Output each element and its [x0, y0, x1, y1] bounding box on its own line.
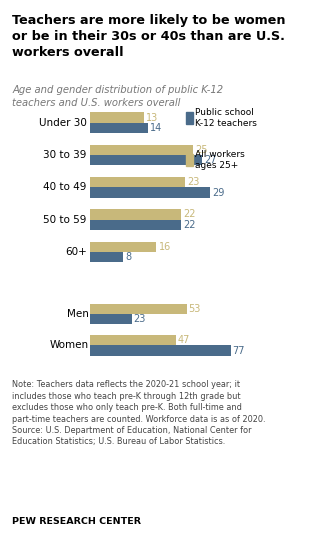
Text: 29: 29 [212, 188, 225, 197]
Text: Teachers are more likely to be women
or be in their 30s or 40s than are U.S.
wor: Teachers are more likely to be women or … [12, 14, 286, 59]
Text: PEW RESEARCH CENTER: PEW RESEARCH CENTER [12, 517, 141, 526]
Text: Note: Teachers data reflects the 2020-21 school year; it
includes those who teac: Note: Teachers data reflects the 2020-21… [12, 380, 266, 446]
Text: 14: 14 [150, 123, 162, 133]
Text: Women: Women [49, 340, 88, 351]
Text: 13: 13 [146, 113, 158, 123]
Text: 77: 77 [232, 346, 245, 356]
Bar [90, 304, 187, 314]
Text: 16: 16 [158, 242, 171, 252]
Bar [90, 314, 132, 324]
Text: 53: 53 [188, 304, 201, 313]
Text: 50 to 59: 50 to 59 [43, 214, 86, 225]
Bar [90, 210, 181, 220]
Text: 22: 22 [183, 210, 196, 219]
Bar [90, 112, 144, 123]
Bar [90, 346, 231, 356]
Bar [90, 155, 202, 165]
Bar [90, 242, 156, 252]
Text: Under 30: Under 30 [39, 118, 86, 127]
Text: Men: Men [67, 309, 88, 319]
Text: Age and gender distribution of public K-12
teachers and U.S. workers overall: Age and gender distribution of public K-… [12, 85, 224, 108]
Text: 25: 25 [196, 145, 208, 155]
Text: 22: 22 [183, 220, 196, 230]
Bar [90, 187, 210, 197]
Text: 30 to 39: 30 to 39 [43, 150, 86, 160]
Bar [90, 177, 185, 187]
Text: 40 to 49: 40 to 49 [43, 182, 86, 193]
Text: 47: 47 [177, 335, 190, 345]
Bar [90, 123, 148, 133]
Text: Public school
K-12 teachers: Public school K-12 teachers [195, 108, 257, 128]
Text: 27: 27 [204, 155, 216, 165]
Bar [90, 144, 193, 155]
Bar [90, 252, 123, 263]
Text: 8: 8 [126, 252, 131, 262]
Text: All workers
ages 25+: All workers ages 25+ [195, 150, 245, 170]
Text: 60+: 60+ [65, 247, 86, 257]
Bar [90, 220, 181, 230]
Text: 23: 23 [188, 177, 200, 187]
Text: 23: 23 [133, 314, 146, 324]
Bar [90, 335, 176, 346]
